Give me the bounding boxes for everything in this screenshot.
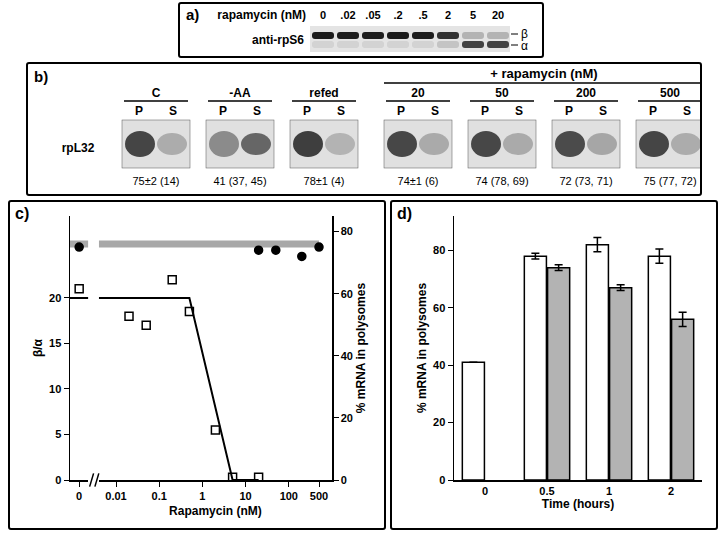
svg-text:500: 500: [310, 490, 328, 502]
svg-text:5: 5: [55, 428, 61, 440]
svg-text:-AA: -AA: [229, 86, 251, 100]
svg-text:0.01: 0.01: [105, 490, 126, 502]
svg-text:74 (78, 69): 74 (78, 69): [475, 175, 528, 187]
svg-text:C: C: [152, 86, 161, 100]
svg-text:20: 20: [341, 412, 353, 424]
svg-text:P: P: [649, 104, 657, 118]
svg-text:% mRNA in polysomes: % mRNA in polysomes: [415, 283, 429, 414]
svg-text:78±1 (4): 78±1 (4): [304, 175, 345, 187]
svg-text:80: 80: [433, 244, 445, 256]
svg-text:P: P: [219, 104, 227, 118]
svg-text:2: 2: [445, 9, 451, 21]
svg-text:α: α: [521, 39, 528, 53]
svg-text:75 (77, 72): 75 (77, 72): [643, 175, 696, 187]
svg-text:0.1: 0.1: [152, 490, 167, 502]
svg-text:2: 2: [668, 485, 674, 497]
svg-text:60: 60: [341, 288, 353, 300]
svg-text:100: 100: [280, 490, 298, 502]
svg-text:β: β: [521, 27, 528, 41]
svg-text:0.5: 0.5: [539, 485, 554, 497]
svg-text:S: S: [515, 104, 523, 118]
svg-text:40: 40: [341, 350, 353, 362]
svg-text:40: 40: [433, 359, 445, 371]
svg-text:.02: .02: [340, 9, 355, 21]
svg-text:.2: .2: [393, 9, 402, 21]
svg-text:P: P: [565, 104, 573, 118]
svg-text:anti-rpS6: anti-rpS6: [252, 33, 304, 47]
svg-text:1: 1: [199, 490, 205, 502]
svg-text:0: 0: [341, 474, 347, 486]
svg-text:.5: .5: [418, 9, 427, 21]
svg-text:50: 50: [495, 86, 509, 100]
svg-text:10: 10: [239, 490, 251, 502]
svg-text:20: 20: [433, 416, 445, 428]
svg-text:20: 20: [492, 9, 504, 21]
svg-text:20: 20: [49, 292, 61, 304]
svg-text:β/α: β/α: [31, 338, 45, 357]
svg-text:.05: .05: [365, 9, 380, 21]
svg-text:+ rapamycin (nM): + rapamycin (nM): [490, 66, 597, 81]
svg-text:20: 20: [411, 86, 425, 100]
svg-text:72 (73, 71): 72 (73, 71): [559, 175, 612, 187]
svg-text:S: S: [599, 104, 607, 118]
svg-text:200: 200: [576, 86, 596, 100]
svg-text:refed: refed: [309, 86, 338, 100]
svg-text:500: 500: [660, 86, 680, 100]
svg-text:rpL32: rpL32: [62, 141, 95, 155]
svg-text:60: 60: [433, 302, 445, 314]
svg-text:% mRNA in polysomes: % mRNA in polysomes: [354, 283, 368, 414]
svg-text:P: P: [481, 104, 489, 118]
svg-text:Time (hours): Time (hours): [542, 497, 614, 511]
svg-text:0: 0: [76, 490, 82, 502]
svg-text:0: 0: [482, 485, 488, 497]
svg-text:S: S: [169, 104, 177, 118]
svg-text:1: 1: [606, 485, 612, 497]
svg-text:10: 10: [49, 383, 61, 395]
svg-text:0: 0: [320, 9, 326, 21]
svg-text:S: S: [431, 104, 439, 118]
svg-text:0: 0: [55, 474, 61, 486]
svg-text:P: P: [303, 104, 311, 118]
svg-text:Rapamycin (nM): Rapamycin (nM): [169, 504, 262, 518]
svg-text:P: P: [397, 104, 405, 118]
svg-text:41 (37, 45): 41 (37, 45): [213, 175, 266, 187]
svg-text:rapamycin (nM): rapamycin (nM): [217, 8, 306, 22]
svg-text:80: 80: [341, 225, 353, 237]
svg-text:0: 0: [439, 474, 445, 486]
svg-text:5: 5: [470, 9, 476, 21]
svg-text:S: S: [253, 104, 261, 118]
svg-text:S: S: [683, 104, 691, 118]
html-text:d): d): [397, 205, 413, 222]
svg-text:S: S: [337, 104, 345, 118]
svg-text:P: P: [135, 104, 143, 118]
svg-text:74±1 (6): 74±1 (6): [398, 175, 439, 187]
html-text:c): c): [15, 205, 30, 222]
svg-text:75±2 (14): 75±2 (14): [132, 175, 179, 187]
svg-text:b): b): [34, 68, 48, 85]
svg-text:a): a): [186, 6, 199, 23]
svg-text:15: 15: [49, 337, 61, 349]
